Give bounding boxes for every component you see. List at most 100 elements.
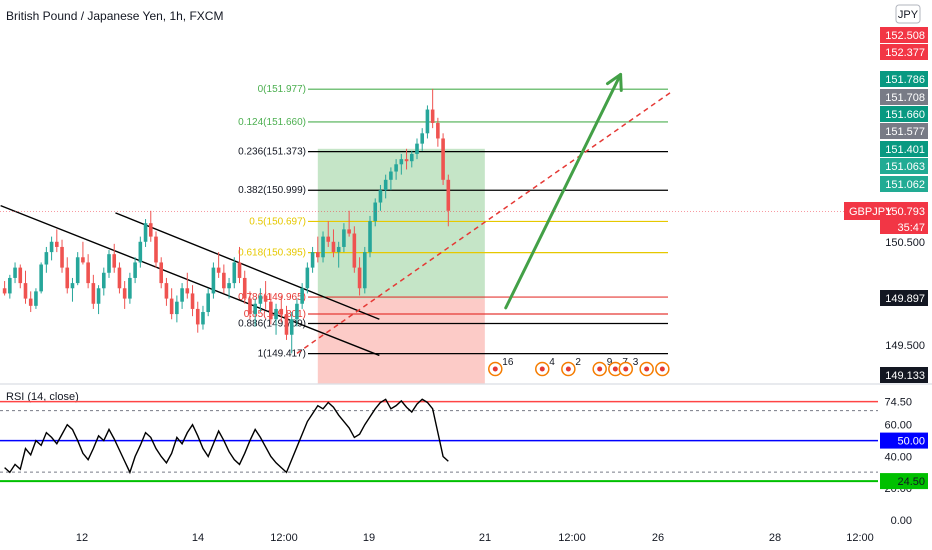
last-price-tag[interactable]: [844, 202, 928, 220]
candle-body[interactable]: [316, 252, 320, 258]
candle-body[interactable]: [122, 288, 127, 299]
candle-body[interactable]: [143, 223, 148, 242]
candle-body[interactable]: [211, 267, 216, 294]
candle-body[interactable]: [310, 252, 315, 268]
candle-body[interactable]: [242, 277, 247, 299]
price-tag[interactable]: [880, 290, 928, 306]
candle-body[interactable]: [101, 272, 106, 289]
candle-body[interactable]: [389, 171, 393, 180]
candle-body[interactable]: [185, 288, 190, 294]
candle-body[interactable]: [28, 298, 33, 306]
candle-body[interactable]: [216, 267, 221, 273]
candle-body[interactable]: [352, 233, 357, 268]
candle-body[interactable]: [55, 241, 59, 247]
candle-body[interactable]: [284, 314, 289, 335]
candle-body[interactable]: [138, 241, 143, 263]
candle-body[interactable]: [8, 277, 12, 294]
price-tag[interactable]: [880, 71, 928, 87]
candle-body[interactable]: [91, 283, 96, 304]
price-tag[interactable]: [880, 367, 928, 383]
candle-body[interactable]: [70, 283, 75, 289]
price-tag[interactable]: [880, 176, 928, 192]
candle-body[interactable]: [180, 288, 184, 302]
candle-body[interactable]: [409, 153, 414, 162]
candle-body[interactable]: [378, 190, 383, 203]
candle-body[interactable]: [49, 241, 54, 253]
candle-body[interactable]: [436, 122, 440, 139]
price-tag[interactable]: [880, 106, 928, 122]
candle-body[interactable]: [44, 252, 49, 265]
candle-body[interactable]: [289, 319, 294, 335]
candle-body[interactable]: [232, 262, 237, 284]
currency-badge[interactable]: JPY: [895, 4, 921, 24]
price-tag[interactable]: [880, 27, 928, 43]
candle-body[interactable]: [295, 303, 299, 320]
candle-body[interactable]: [279, 308, 284, 315]
candle-body[interactable]: [430, 109, 435, 123]
candle-body[interactable]: [237, 262, 242, 278]
candle-body[interactable]: [420, 133, 425, 144]
candle-body[interactable]: [326, 236, 331, 242]
candle-body[interactable]: [383, 179, 388, 191]
candle-body[interactable]: [81, 257, 85, 263]
candle-body[interactable]: [190, 293, 195, 309]
candle-body[interactable]: [269, 301, 273, 320]
candle-body[interactable]: [117, 267, 122, 289]
candle-body[interactable]: [86, 262, 90, 284]
candle-body[interactable]: [274, 308, 278, 320]
candle-body[interactable]: [112, 254, 117, 268]
candle-body[interactable]: [128, 277, 132, 299]
candle-body[interactable]: [201, 312, 205, 325]
candle-body[interactable]: [253, 303, 257, 315]
candle-body[interactable]: [258, 295, 263, 304]
price-tag[interactable]: [880, 44, 928, 60]
candle-body[interactable]: [2, 288, 7, 294]
candle-body[interactable]: [96, 288, 101, 304]
price-tag[interactable]: [880, 89, 928, 105]
candle-body[interactable]: [347, 229, 351, 234]
candle-body[interactable]: [206, 293, 210, 313]
candle-body[interactable]: [18, 267, 23, 284]
candle-body[interactable]: [169, 298, 174, 315]
candle-body[interactable]: [362, 252, 367, 289]
long-position-stop-zone[interactable]: [317, 298, 485, 384]
candle-body[interactable]: [321, 236, 325, 258]
candle-body[interactable]: [446, 179, 451, 211]
price-tag[interactable]: [880, 158, 928, 174]
candle-body[interactable]: [23, 283, 28, 299]
candle-body[interactable]: [331, 241, 336, 253]
candle-body[interactable]: [336, 246, 341, 253]
candle-body[interactable]: [227, 283, 231, 289]
candle-body[interactable]: [13, 267, 17, 278]
candle-body[interactable]: [373, 202, 378, 222]
candle-body[interactable]: [75, 257, 80, 284]
price-tag[interactable]: [880, 141, 928, 157]
projection-arrow-shaft[interactable]: [504, 72, 623, 310]
candle-body[interactable]: [263, 295, 268, 302]
candle-body[interactable]: [154, 236, 158, 263]
price-tag[interactable]: [880, 123, 928, 139]
candle-body[interactable]: [133, 262, 137, 278]
candle-body[interactable]: [39, 264, 43, 292]
candle-body[interactable]: [394, 164, 398, 172]
candle-body[interactable]: [300, 288, 304, 304]
rsi-line[interactable]: [4, 398, 449, 475]
candle-body[interactable]: [404, 159, 409, 162]
candle-body[interactable]: [368, 221, 372, 253]
candle-body[interactable]: [415, 143, 419, 154]
channel-trendline[interactable]: [0, 204, 380, 357]
candle-body[interactable]: [342, 229, 346, 247]
candle-body[interactable]: [195, 308, 200, 325]
candle-body[interactable]: [248, 298, 252, 315]
projection-dashed-line[interactable]: [296, 90, 674, 354]
candle-body[interactable]: [175, 301, 179, 315]
candle-body[interactable]: [425, 109, 430, 134]
candle-body[interactable]: [399, 159, 404, 165]
candle-body[interactable]: [34, 291, 38, 306]
candle-body[interactable]: [60, 246, 64, 268]
candle-body[interactable]: [222, 272, 226, 289]
projection-arrow-head[interactable]: [605, 72, 623, 92]
candle-body[interactable]: [441, 138, 445, 180]
candle-body[interactable]: [357, 267, 362, 289]
